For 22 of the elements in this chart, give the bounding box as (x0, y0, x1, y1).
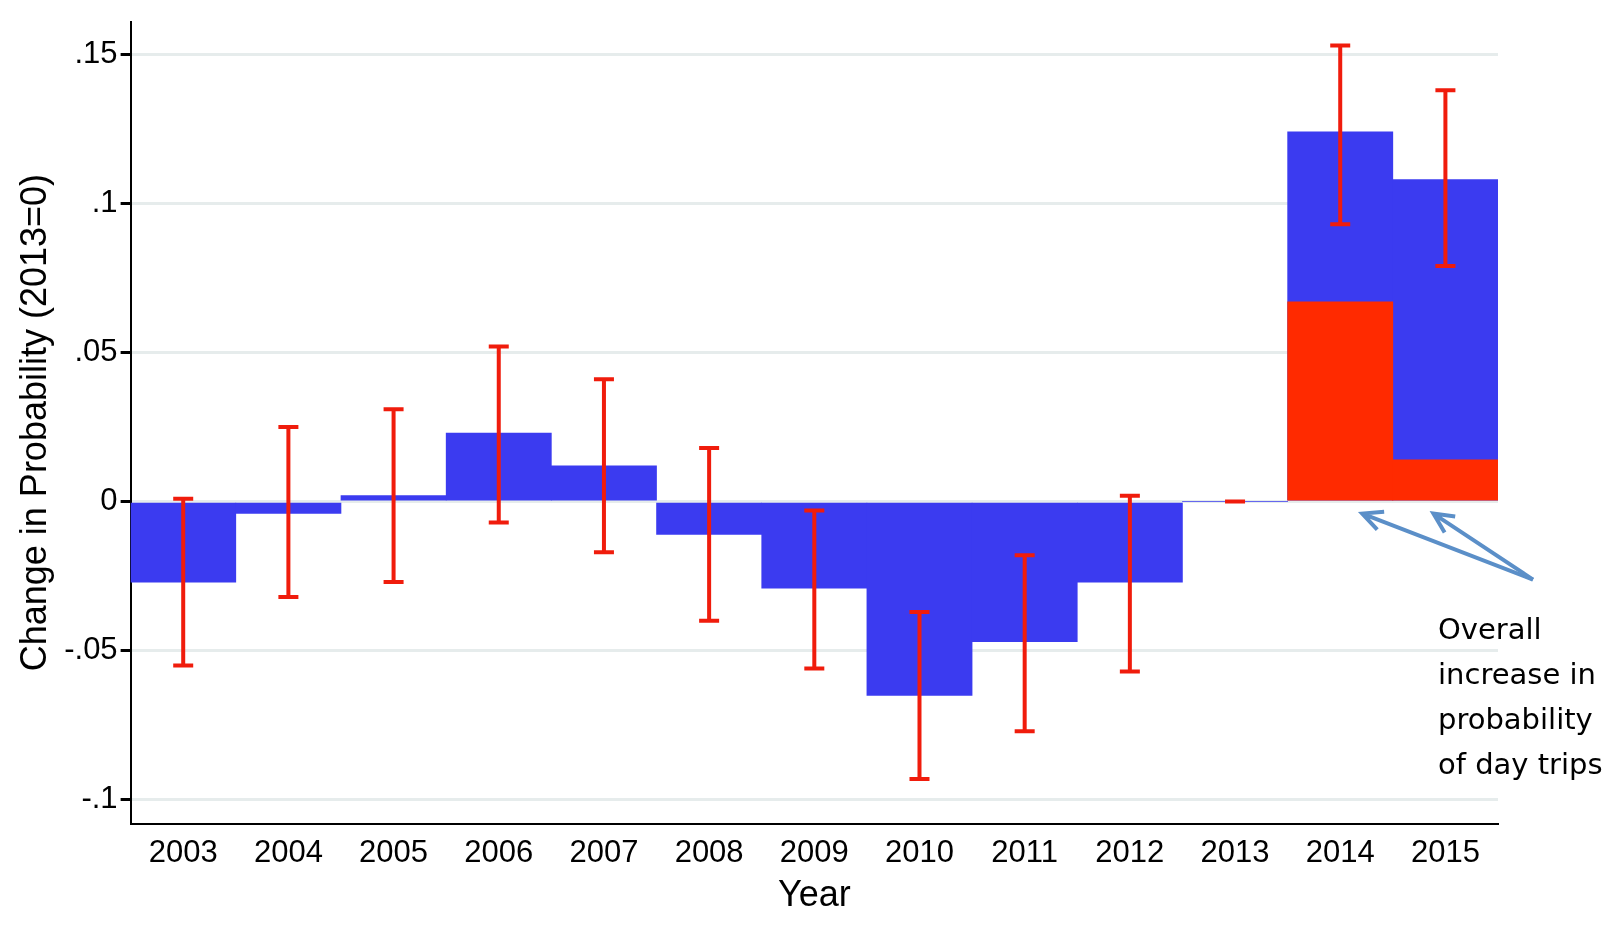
x-tick-label: 2003 (148, 833, 218, 869)
x-tick-label: 2006 (464, 833, 534, 869)
x-tick-label: 2015 (1410, 833, 1480, 869)
y-tick-label: 0 (100, 482, 118, 518)
annotation: Overall increase in probability of day trips (1438, 610, 1604, 783)
y-tick-label: -.05 (64, 631, 118, 667)
x-tick-label: 2007 (569, 833, 639, 869)
y-tick-label: .1 (91, 184, 118, 220)
x-axis-title: Year (777, 873, 851, 915)
y-axis-title: Change in Probability (2013=0) (12, 173, 54, 672)
x-tick-label: 2013 (1200, 833, 1270, 869)
y-tick-label: .15 (74, 34, 118, 70)
x-tick-label: 2011 (991, 833, 1059, 869)
x-tick-label: 2014 (1305, 833, 1375, 869)
y-tick-label: -.1 (81, 780, 118, 816)
y-tick-label: .05 (74, 333, 118, 369)
x-tick-label: 2012 (1095, 833, 1165, 869)
x-tick-label: 2008 (674, 833, 744, 869)
x-tick-label: 2004 (253, 833, 323, 869)
x-tick-label: 2010 (885, 833, 954, 869)
x-tick-label: 2005 (359, 833, 429, 869)
x-tick-label: 2009 (779, 833, 849, 869)
